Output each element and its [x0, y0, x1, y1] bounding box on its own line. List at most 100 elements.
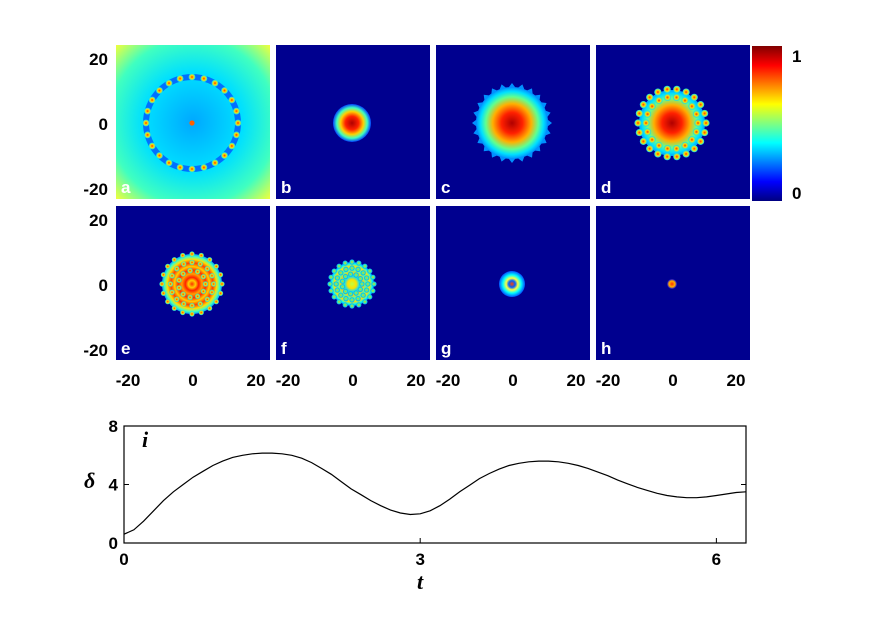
panel-d-bead [702, 119, 710, 127]
x-tick-col4-1: -20 [596, 371, 621, 390]
panel-f-bead [338, 292, 344, 298]
panel-e-bead [202, 281, 209, 287]
x-tick-col1-1: -20 [116, 371, 141, 390]
panel-e-bead [181, 301, 187, 307]
line-chart-ticks: 0 3 6 0 4 8 [109, 417, 746, 569]
panel-d-bead [688, 102, 696, 110]
x-tick-label-2: 6 [712, 550, 721, 569]
panel-h-dot [667, 279, 677, 289]
panel-f-bead [356, 302, 362, 308]
panel-f-bead [342, 302, 348, 308]
panel-f-bead [342, 288, 349, 295]
panel-f-bead [355, 296, 361, 302]
panel-label-i: i [142, 427, 149, 452]
x-axis-label: t [417, 569, 424, 594]
plot-frame [123, 425, 747, 544]
panel-e-bead [195, 269, 201, 275]
panel-f-bead [362, 299, 368, 305]
panel-e-bead [176, 285, 182, 291]
panel-a-bead [228, 96, 236, 104]
delta-line-chart: i δ t 0 3 6 0 4 8 [84, 417, 747, 594]
x-tick-col1-2: 0 [188, 371, 197, 390]
panel-label-a: a [121, 178, 131, 197]
panel-f-bead [339, 278, 346, 284]
panel-f-bead [342, 273, 349, 280]
x-tick-col4-3: 20 [727, 371, 746, 390]
panel-f-bead [349, 259, 355, 265]
x-tick-col4-2: 0 [668, 371, 677, 390]
panel-e-bead [160, 272, 167, 278]
panel-e-bead [200, 274, 206, 280]
panel-a-bead [233, 107, 240, 115]
panel-e-bead [189, 303, 195, 309]
panel-c: c [436, 45, 590, 199]
panel-d-bead [697, 101, 705, 109]
panel-e: e [116, 206, 270, 360]
panel-a-bead [221, 152, 228, 159]
panel-d-bead [646, 145, 654, 153]
y-tick-label-0: 0 [109, 534, 118, 553]
panel-f-bead [356, 260, 362, 266]
panel-f-bead [334, 287, 340, 293]
panel-e-bead [176, 277, 182, 283]
panel-label-d: d [601, 178, 611, 197]
panel-b: b [276, 45, 430, 199]
panel-e-bead [204, 266, 210, 272]
panel-a-bead [188, 73, 196, 81]
panel-e-bead [195, 293, 201, 299]
panel-d-bead [663, 85, 671, 93]
panel-e-bead [189, 251, 195, 257]
panel-f-bead [343, 296, 349, 302]
panel-f-bead [333, 281, 339, 287]
panel-e-bead [189, 311, 195, 317]
panel-d-bead [639, 101, 647, 109]
panel-e-bead [174, 296, 180, 302]
x-tick-col1-3: 20 [247, 371, 266, 390]
panel-a-bead [148, 96, 156, 104]
panel-d-bead [642, 119, 650, 127]
colorbar-max-label: 1 [792, 47, 801, 66]
panel-e-bead [219, 281, 225, 287]
panel-f-bead [334, 275, 340, 281]
x-tick-label-1: 3 [415, 550, 424, 569]
panel-a-bead [144, 131, 151, 139]
panel-e-bead [198, 252, 204, 259]
panel-label-h: h [601, 339, 611, 358]
panel-f-bead [331, 268, 337, 274]
panel-f-bead [353, 272, 359, 278]
panel-a-bead [144, 107, 151, 115]
panel-e-bead [209, 273, 215, 279]
panel-f-bead [355, 266, 361, 272]
panel-d-bead [648, 102, 656, 110]
panel-e-bead [217, 290, 224, 296]
panel-d-bead [654, 150, 662, 158]
panel-a-bead [211, 159, 219, 167]
panel-f-bead [327, 281, 333, 287]
panel-e-bead [187, 268, 193, 274]
panel-f-bead [357, 286, 363, 292]
panel-e-bead [169, 289, 175, 295]
panel-e-bead [180, 309, 186, 316]
panel-d-bead [654, 88, 662, 96]
colorbar-gradient [752, 46, 782, 201]
panel-f-bead [347, 271, 354, 277]
panel-e-bead [180, 291, 186, 297]
panel-e-bead [180, 271, 186, 277]
panel-e-bead [180, 252, 186, 259]
panel-f-bead [371, 281, 377, 287]
y-tick-top-20: 20 [89, 50, 108, 69]
y-tick-label-1: 4 [109, 476, 119, 495]
panel-e-bead [211, 281, 217, 287]
panel-label-f: f [281, 339, 287, 358]
panel-label-g: g [441, 339, 451, 358]
panel-d-bead [692, 110, 701, 118]
panel-f-bead [370, 274, 376, 280]
panel-d-bead [635, 128, 643, 137]
panel-a-bead [176, 164, 184, 171]
colorbar-min-label: 0 [792, 184, 801, 203]
panel-e-bead [159, 281, 165, 287]
y-tick-top-minus20: -20 [83, 180, 108, 199]
panel-a-center-dot [189, 120, 195, 126]
panel-d-bead [663, 153, 671, 161]
panel-a-bead [165, 79, 173, 87]
